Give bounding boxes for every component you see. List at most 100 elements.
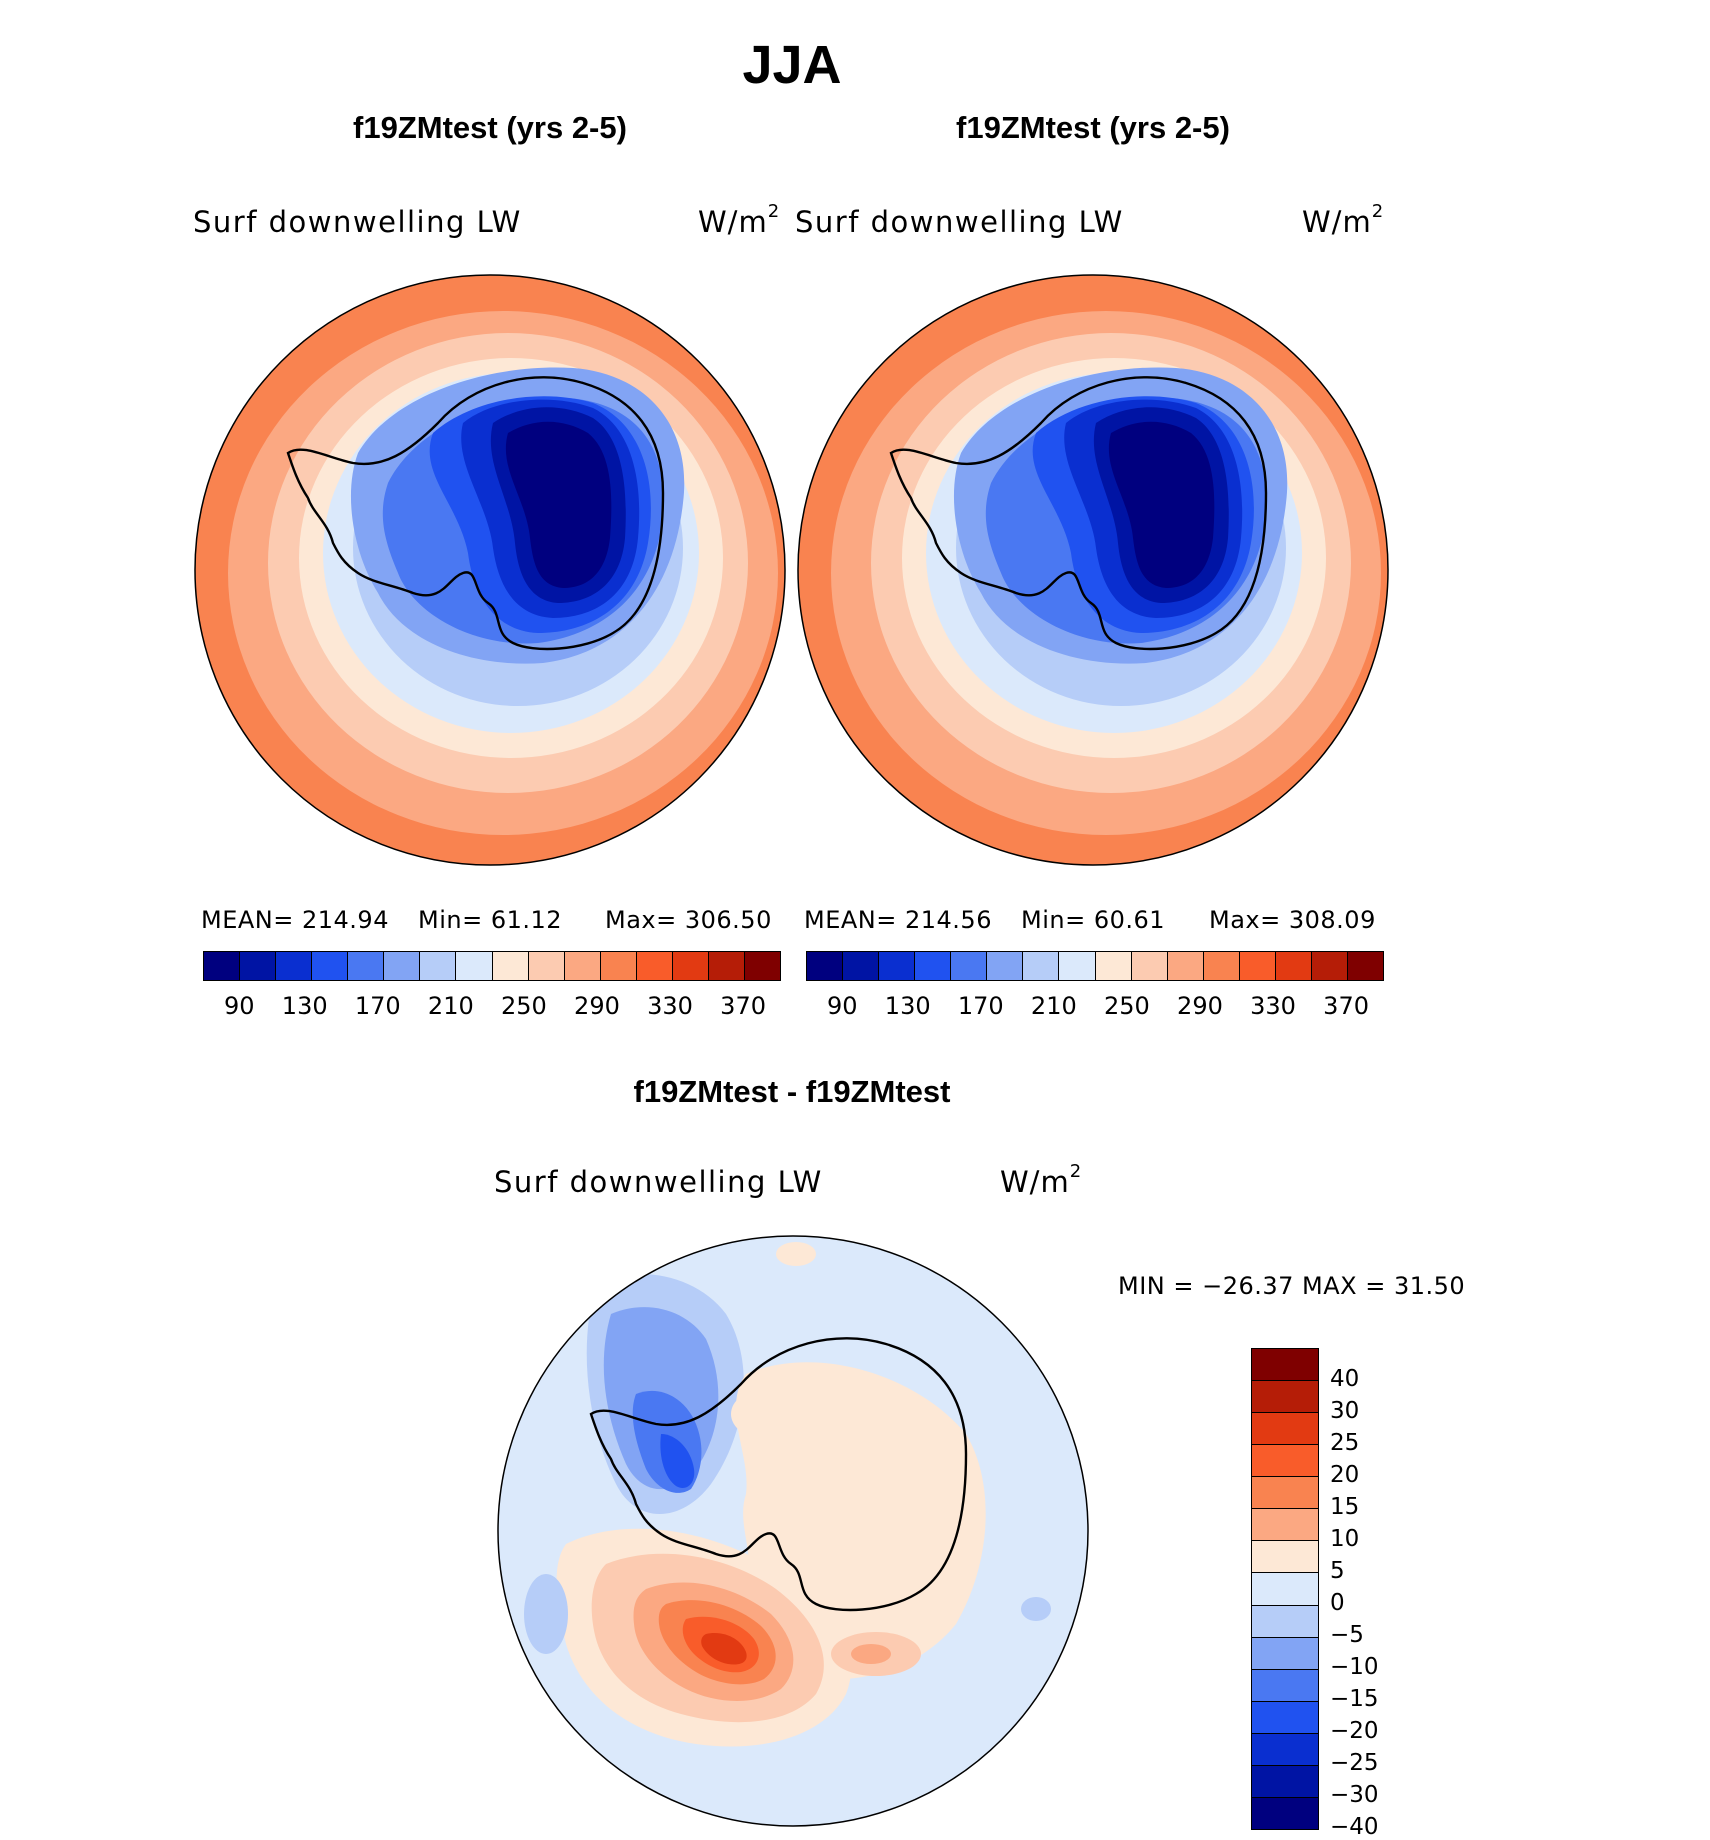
colorbar-tick-label: 90 — [224, 992, 255, 1020]
colorbar-swatch — [708, 952, 745, 980]
diff-colorbar-swatch — [1252, 1765, 1318, 1798]
diff-colorbar-label: 5 — [1330, 1558, 1345, 1584]
diff-colorbar-swatch — [1252, 1701, 1318, 1734]
colorbar-swatch — [456, 952, 493, 980]
colorbar-swatch — [276, 952, 313, 980]
colorbar-tick-label: 250 — [1103, 992, 1150, 1020]
colorbar-tick-label: 290 — [574, 992, 620, 1020]
colorbar-swatch — [987, 952, 1024, 980]
colorbar-swatch — [1347, 952, 1383, 980]
colorbar-swatch — [1167, 952, 1204, 980]
colorbar-swatch — [1059, 952, 1096, 980]
colorbar-swatch — [1095, 952, 1132, 980]
diff-colorbar-swatch — [1252, 1637, 1318, 1670]
colorbar-tick-label: 330 — [647, 992, 693, 1020]
colorbar-tick-label: 210 — [427, 992, 474, 1020]
panel-2-units: W/m2 — [1302, 201, 1385, 239]
colorbar-swatch — [1023, 952, 1060, 980]
colorbar-swatch — [240, 952, 277, 980]
panel-2-variable: Surf downwelling LW — [795, 205, 1124, 239]
diff-colorbar-label: −25 — [1330, 1750, 1379, 1776]
colorbar-tick-label: 290 — [1177, 992, 1223, 1020]
diff-panel-units: W/m2 — [1000, 1161, 1083, 1199]
colorbar-tick-label: 90 — [827, 992, 858, 1020]
panel-1-title: f19ZMtest (yrs 2-5) — [353, 110, 627, 145]
panel-1-colorbar — [203, 951, 781, 981]
panel-1-mean: MEAN= 214.94 — [201, 906, 389, 934]
colorbar-tick-label: 130 — [281, 992, 328, 1020]
panel-2-map — [797, 274, 1389, 866]
colorbar-tick-label: 170 — [957, 992, 1004, 1020]
diff-colorbar-swatch — [1252, 1573, 1318, 1606]
diff-colorbar-label: −40 — [1330, 1814, 1379, 1840]
panel-2-min: Min= 60.61 — [1021, 906, 1166, 934]
colorbar-tick-label: 170 — [354, 992, 401, 1020]
diff-colorbar-swatch — [1252, 1445, 1318, 1478]
colorbar-swatch — [384, 952, 421, 980]
diff-colorbar-swatch — [1252, 1669, 1318, 1702]
panel-2-title: f19ZMtest (yrs 2-5) — [956, 110, 1230, 145]
diff-colorbar-swatch — [1252, 1509, 1318, 1542]
diff-panel-map — [497, 1235, 1089, 1827]
panel-1-units: W/m2 — [698, 201, 781, 239]
diff-colorbar-swatch — [1252, 1541, 1318, 1574]
diff-colorbar-label: 40 — [1330, 1366, 1360, 1392]
diff-colorbar-swatch — [1252, 1349, 1318, 1382]
diff-colorbar-swatch — [1252, 1413, 1318, 1446]
panel-2-max: Max= 308.09 — [1209, 906, 1376, 934]
panel-1-max: Max= 306.50 — [605, 906, 772, 934]
colorbar-swatch — [1131, 952, 1168, 980]
panel-2-mean: MEAN= 214.56 — [804, 906, 992, 934]
colorbar-tick-label: 210 — [1030, 992, 1077, 1020]
diff-colorbar-label: 25 — [1330, 1430, 1360, 1456]
colorbar-swatch — [951, 952, 988, 980]
diff-colorbar-swatch — [1252, 1477, 1318, 1510]
figure-title: JJA — [742, 35, 842, 95]
colorbar-swatch — [915, 952, 952, 980]
diff-colorbar-label: 30 — [1330, 1398, 1360, 1424]
colorbar-swatch — [528, 952, 565, 980]
panel-1-min: Min= 61.12 — [418, 906, 563, 934]
diff-colorbar-label: 0 — [1330, 1590, 1345, 1616]
diff-panel-title: f19ZMtest - f19ZMtest — [633, 1074, 951, 1109]
colorbar-swatch — [564, 952, 601, 980]
panel-2-colorbar-ticks: 90 130 170 210 250 290 330 370 — [827, 992, 1369, 1020]
colorbar-swatch — [1203, 952, 1240, 980]
diff-colorbar-label: −5 — [1330, 1622, 1364, 1648]
diff-colorbar-swatch — [1252, 1797, 1318, 1829]
panel-2-colorbar — [806, 951, 1384, 981]
colorbar-tick-label: 370 — [720, 992, 766, 1020]
colorbar-swatch — [1311, 952, 1348, 980]
colorbar-swatch — [672, 952, 709, 980]
diff-colorbar-label: 15 — [1330, 1494, 1360, 1520]
diff-colorbar-swatch — [1252, 1733, 1318, 1766]
panel-1-variable: Surf downwelling LW — [193, 205, 522, 239]
diff-colorbar-swatch — [1252, 1605, 1318, 1638]
panel-1-colorbar-ticks: 90 130 170 210 250 290 330 370 — [224, 992, 766, 1020]
diff-panel-minmax: MIN = −26.37 MAX = 31.50 — [1118, 1272, 1466, 1300]
colorbar-swatch — [600, 952, 637, 980]
diff-colorbar-swatch — [1252, 1381, 1318, 1414]
colorbar-tick-label: 250 — [500, 992, 547, 1020]
colorbar-swatch — [492, 952, 529, 980]
colorbar-tick-label: 130 — [884, 992, 931, 1020]
colorbar-swatch — [636, 952, 673, 980]
colorbar-swatch — [420, 952, 457, 980]
diff-colorbar-label: −20 — [1330, 1718, 1379, 1744]
diff-colorbar-label: 10 — [1330, 1526, 1360, 1552]
colorbar-swatch — [1275, 952, 1312, 980]
diff-colorbar-label: −10 — [1330, 1654, 1379, 1680]
diff-panel-variable: Surf downwelling LW — [494, 1165, 823, 1199]
colorbar-swatch — [312, 952, 349, 980]
colorbar-swatch — [744, 952, 780, 980]
diff-colorbar-label: −30 — [1330, 1782, 1379, 1808]
diff-colorbar-label: 20 — [1330, 1462, 1360, 1488]
colorbar-swatch — [1239, 952, 1276, 980]
colorbar-swatch — [843, 952, 880, 980]
colorbar-swatch — [204, 952, 241, 980]
colorbar-swatch — [807, 952, 844, 980]
diff-colorbar-label: −15 — [1330, 1686, 1379, 1712]
colorbar-swatch — [879, 952, 916, 980]
colorbar-tick-label: 370 — [1323, 992, 1369, 1020]
diff-colorbar — [1251, 1348, 1319, 1830]
